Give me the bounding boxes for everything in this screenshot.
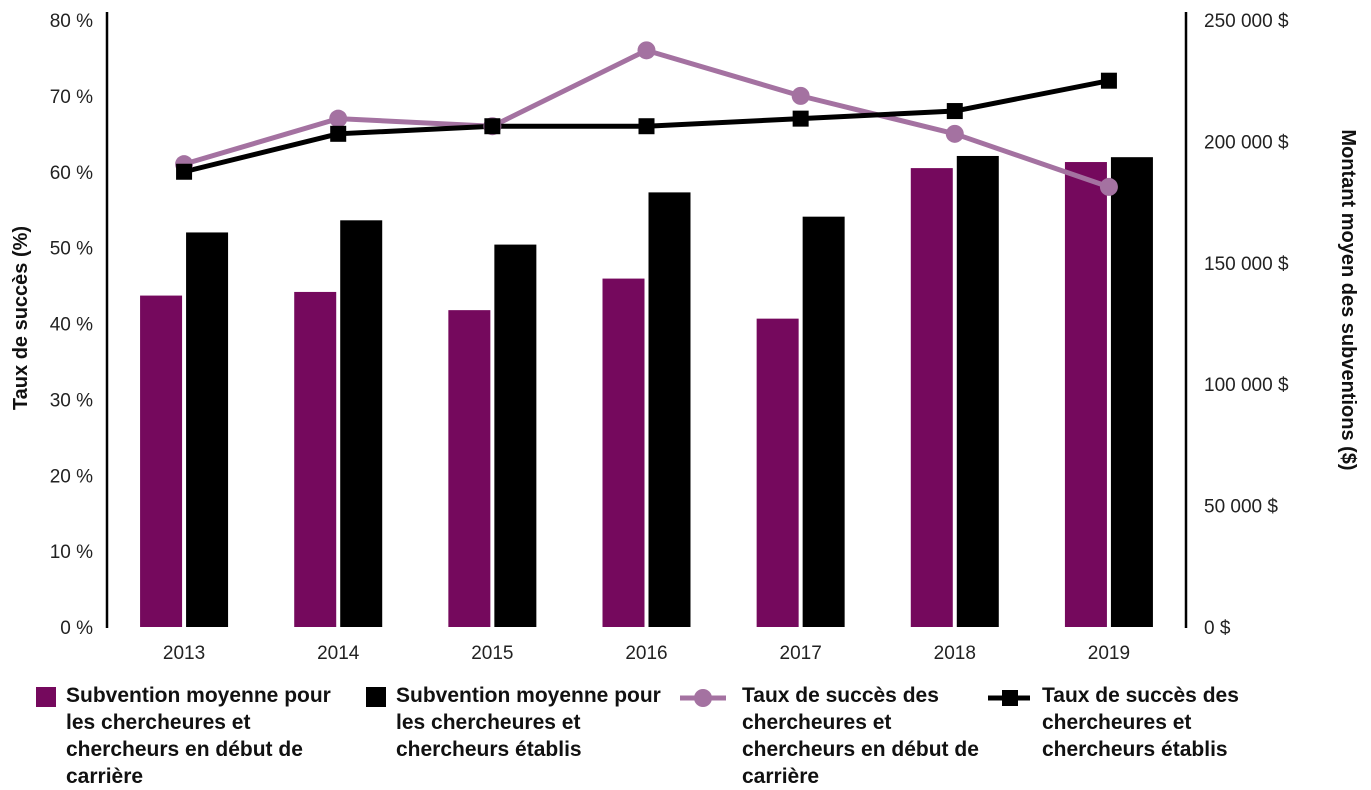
bar	[802, 216, 845, 627]
legend: Subvention moyenne pour les chercheures …	[0, 682, 1371, 788]
bar	[910, 168, 953, 627]
bar	[294, 291, 337, 627]
legend-item-early-grant: Subvention moyenne pour les chercheures …	[36, 682, 346, 790]
lines-layer	[175, 41, 1118, 196]
legend-item-established-rate: Taux de succès des chercheures et cherch…	[986, 682, 1286, 763]
x-axis-tick-label: 2019	[1088, 643, 1130, 664]
left-axis-tick-label: 10 %	[50, 542, 93, 563]
line-circle-marker-icon	[680, 689, 726, 707]
right-axis-tick-label: 0 $	[1204, 618, 1231, 639]
right-axis-tick-label: 200 000 $	[1204, 132, 1289, 153]
left-axis-tick-label: 30 %	[50, 390, 93, 411]
legend-label: Subvention moyenne pour les chercheures …	[66, 684, 331, 788]
line-point	[637, 41, 656, 60]
legend-label: Taux de succès des chercheures et cherch…	[742, 684, 979, 788]
line-point	[1099, 177, 1118, 196]
line-point	[484, 118, 501, 135]
x-axis-ticks: 2013 2014 2015 2016 2017 2018 2019	[163, 643, 1130, 664]
bar	[602, 278, 645, 627]
bar	[494, 244, 537, 627]
line-point	[330, 125, 347, 142]
bar	[956, 155, 999, 627]
left-axis-ticks: 0 % 10 % 20 % 30 % 40 % 50 % 60 % 70 % 80 %	[50, 11, 93, 639]
line-point	[638, 118, 655, 135]
right-axis-tick-label: 50 000 $	[1204, 497, 1278, 518]
line-point	[792, 110, 809, 127]
left-axis-tick-label: 80 %	[50, 11, 93, 32]
bar	[1110, 157, 1153, 627]
left-axis-tick-label: 70 %	[50, 87, 93, 108]
bar	[648, 192, 691, 627]
bar	[448, 310, 491, 627]
right-axis-tick-label: 150 000 $	[1204, 254, 1289, 275]
bar	[1064, 162, 1107, 627]
x-axis-tick-label: 2015	[471, 643, 513, 664]
bar	[340, 220, 383, 627]
left-axis-tick-label: 20 %	[50, 466, 93, 487]
legend-item-early-rate: Taux de succès des chercheures et cherch…	[678, 682, 988, 790]
line-point	[176, 163, 193, 180]
bar	[756, 318, 799, 627]
bars-layer	[140, 155, 1153, 627]
square-marker-icon	[36, 687, 56, 707]
x-axis-tick-label: 2017	[780, 643, 822, 664]
x-axis-tick-label: 2013	[163, 643, 205, 664]
right-axis-ticks: 0 $ 50 000 $ 100 000 $ 150 000 $ 200 000 $ 25…	[1204, 11, 1289, 639]
x-axis-tick-label: 2016	[625, 643, 667, 664]
right-axis-title: Montant moyen des subventions ($)	[1337, 129, 1359, 470]
legend-label: Taux de succès des chercheures et cherch…	[1042, 684, 1239, 761]
right-axis-tick-label: 100 000 $	[1204, 375, 1289, 396]
right-axis-tick-label: 250 000 $	[1204, 11, 1289, 32]
square-marker-icon	[366, 687, 386, 707]
left-axis-tick-label: 50 %	[50, 239, 93, 260]
legend-item-established-grant: Subvention moyenne pour les chercheures …	[366, 682, 676, 763]
x-axis-tick-label: 2014	[317, 643, 360, 664]
line-point	[1100, 72, 1117, 89]
line-point	[945, 124, 964, 143]
legend-label: Subvention moyenne pour les chercheures …	[396, 684, 661, 761]
x-axis-tick-label: 2018	[934, 643, 976, 664]
line-point	[946, 103, 963, 120]
combo-chart: 0 % 10 % 20 % 30 % 40 % 50 % 60 % 70 % 80 % 0 $ 5…	[10, 11, 1359, 664]
left-axis-tick-label: 40 %	[50, 315, 93, 336]
line-square-marker-icon	[988, 690, 1030, 706]
line-point	[329, 109, 348, 128]
left-axis-tick-label: 60 %	[50, 163, 93, 184]
bar	[186, 232, 229, 627]
bar	[140, 295, 183, 627]
left-axis-tick-label: 0 %	[60, 618, 93, 639]
left-axis-title: Taux de succès (%)	[10, 226, 32, 410]
line-point	[791, 86, 810, 105]
